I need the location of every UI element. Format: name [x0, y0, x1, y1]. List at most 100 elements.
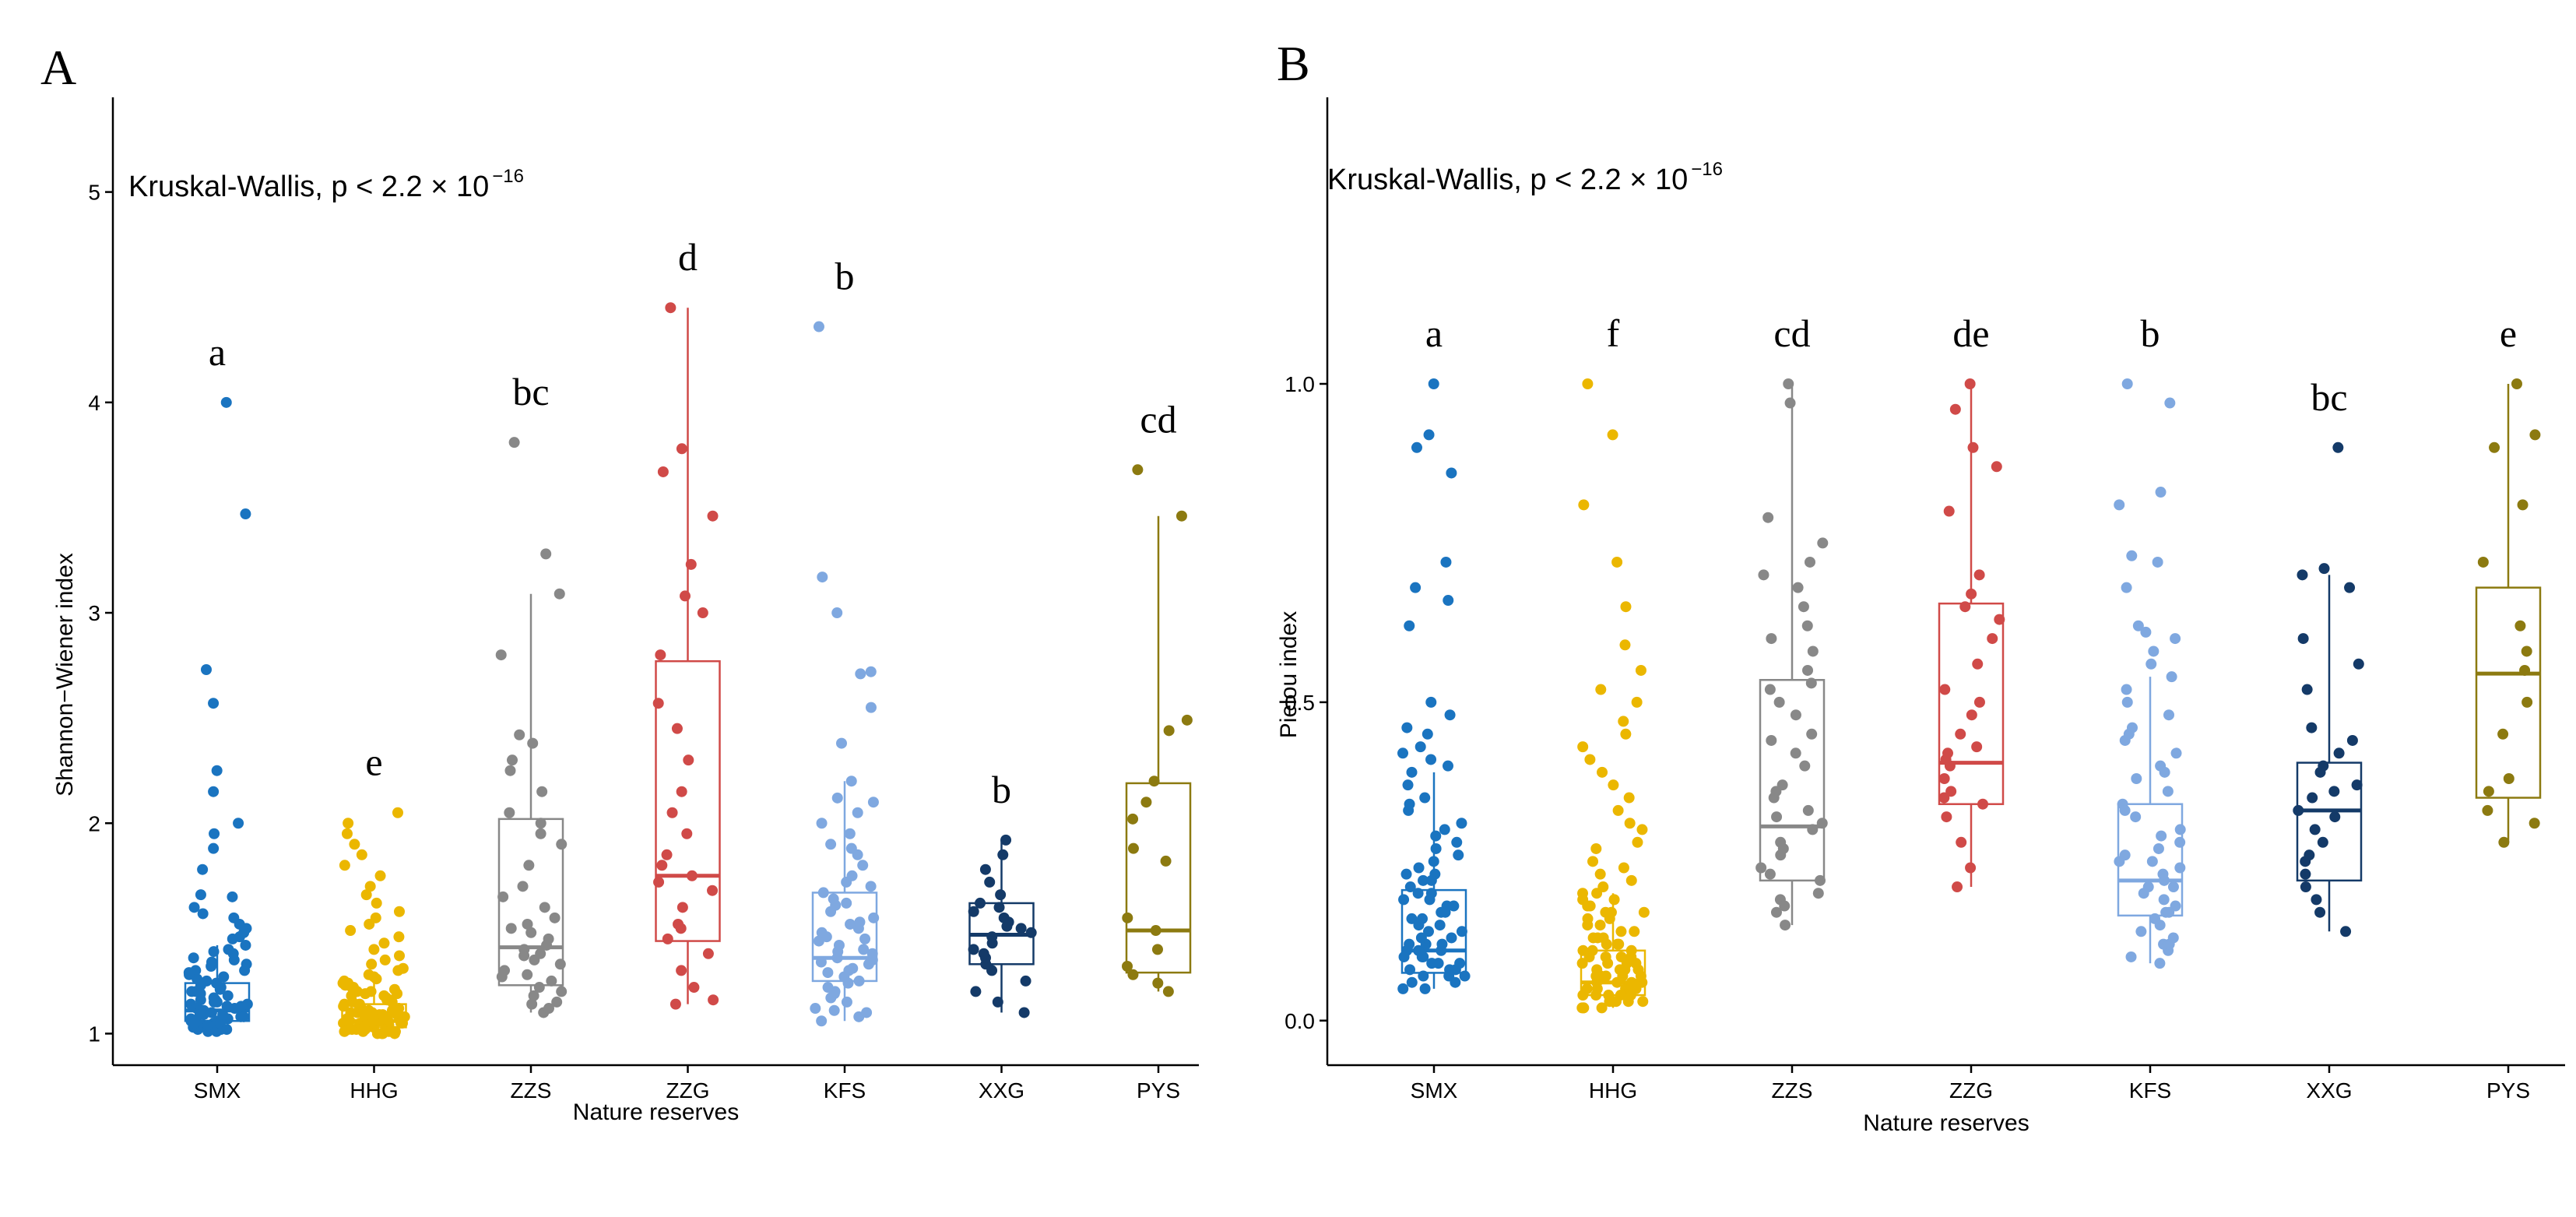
significance-letter: de: [1952, 311, 1989, 355]
x-axis-title: Nature reserves: [573, 1099, 739, 1125]
data-point: [1582, 378, 1594, 389]
data-point: [1418, 970, 1429, 982]
data-point: [220, 396, 232, 408]
data-point: [997, 849, 1009, 860]
data-point: [666, 807, 678, 818]
data-point: [825, 839, 837, 850]
data-point: [2121, 378, 2133, 389]
panel-a: A 1 2 3 4 5 Shannon−Wiener index Nature reserv…: [40, 40, 1199, 1125]
data-point: [2142, 881, 2154, 893]
data-point: [662, 933, 673, 944]
data-point: [1430, 830, 1442, 842]
x-tick-label: XXG: [979, 1078, 1024, 1103]
data-point: [671, 723, 683, 734]
data-point: [343, 818, 354, 829]
data-point: [360, 889, 372, 901]
data-point: [1577, 741, 1589, 753]
data-point: [222, 1013, 234, 1025]
data-point: [1771, 811, 1783, 823]
data-point: [358, 1022, 370, 1033]
data-point: [1620, 728, 1632, 740]
data-point: [2145, 658, 2157, 670]
data-point: [533, 982, 545, 994]
data-point: [2353, 658, 2364, 670]
data-point: [1615, 926, 1627, 937]
data-point: [831, 607, 843, 619]
data-point: [843, 965, 855, 976]
data-point: [2477, 556, 2489, 568]
data-point: [2119, 804, 2131, 816]
data-point: [1601, 938, 1612, 950]
significance-letter: bc: [2311, 375, 2347, 419]
data-point: [1972, 658, 1984, 670]
box-group-smx: a SMX: [183, 330, 253, 1103]
data-point: [1596, 1002, 1608, 1014]
data-point: [1595, 684, 1607, 695]
data-point: [676, 786, 687, 797]
data-point: [2153, 842, 2164, 854]
data-point: [504, 765, 516, 776]
data-point: [1160, 855, 1172, 867]
data-point: [1952, 881, 1963, 893]
box: [2475, 586, 2542, 799]
data-point: [366, 958, 378, 970]
data-point: [526, 998, 538, 1010]
data-point: [227, 891, 238, 902]
data-point: [978, 948, 989, 959]
data-point: [2340, 926, 2352, 937]
data-point: [1592, 932, 1604, 944]
data-point: [218, 971, 230, 983]
data-point: [2483, 786, 2494, 797]
data-point: [1967, 441, 1979, 453]
data-point: [241, 958, 252, 970]
data-point: [685, 558, 697, 570]
data-point: [1444, 709, 1456, 721]
data-point: [1762, 512, 1774, 523]
data-point: [1770, 906, 1782, 918]
data-point: [338, 1001, 350, 1012]
data-point: [2174, 862, 2186, 874]
data-point: [810, 1003, 821, 1015]
data-point: [1625, 944, 1637, 956]
data-point: [1456, 818, 1467, 829]
data-point: [854, 916, 866, 928]
data-point: [2123, 728, 2135, 740]
data-point: [1025, 927, 1037, 938]
data-point: [2498, 836, 2510, 848]
data-point: [1584, 754, 1596, 765]
data-point: [1181, 714, 1193, 726]
data-point: [208, 786, 220, 797]
kruskal-wallis-exponent: −16: [1691, 159, 1723, 180]
data-point: [514, 729, 525, 740]
data-point: [1453, 849, 1464, 861]
data-point: [539, 902, 550, 913]
data-point: [1443, 970, 1455, 982]
data-point: [2148, 645, 2160, 657]
box-group-kfs: b KFS: [2114, 311, 2186, 1103]
data-point: [1780, 920, 1791, 931]
data-point: [2170, 633, 2181, 645]
box-group-smx: a SMX: [1397, 311, 1471, 1103]
data-point: [495, 649, 507, 661]
data-point: [2521, 645, 2532, 657]
data-point: [1620, 601, 1632, 613]
data-point: [342, 980, 353, 991]
data-point: [995, 889, 1007, 901]
data-point: [1632, 836, 1643, 848]
data-point: [339, 860, 350, 871]
data-point: [1949, 403, 1961, 415]
data-point: [1973, 696, 1985, 708]
data-point: [2314, 906, 2326, 918]
data-point: [388, 983, 400, 995]
kruskal-wallis-annotation: Kruskal-Wallis, p < 2.2 × 10: [1327, 164, 1688, 196]
data-point: [655, 649, 666, 661]
y-tick-label: 3: [88, 601, 100, 625]
data-point: [1635, 664, 1646, 676]
data-point: [1015, 923, 1027, 934]
significance-letter: bc: [512, 370, 549, 413]
data-point: [822, 967, 834, 979]
data-point: [1446, 467, 1457, 479]
data-point: [1638, 906, 1650, 918]
data-point: [1428, 378, 1439, 389]
